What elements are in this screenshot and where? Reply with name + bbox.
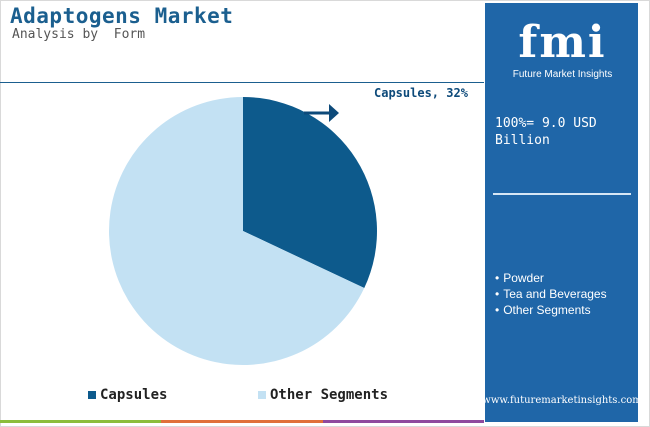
segment-item: Tea and Beverages [495,286,606,302]
bottom-color-bar [0,420,484,423]
segment-item: Other Segments [495,302,607,318]
segment-list: Powder Tea and Beverages Other Segments [495,270,607,318]
bottom-bar-segment [0,420,162,423]
legend-swatch-other-segments [258,391,266,399]
logo-subtitle: Future Market Insights [512,69,613,80]
legend-item-other-segments: Other Segments [258,387,388,403]
website-url: www.futuremarketinsights.com [482,395,642,406]
side-panel: fmi Future Market Insights 100%= 9.0 USD… [485,3,638,422]
title-divider [0,82,484,83]
bottom-bar-segment [322,420,484,423]
legend-label-capsules: Capsules [100,387,168,403]
legend-label-other-segments: Other Segments [270,387,389,403]
pie-chart [109,96,378,366]
callout-label: Capsules, 32% [374,86,468,100]
chart-title: Adaptogens Market [10,4,234,28]
logo-mark: fmi [518,17,607,68]
market-total: 100%= 9.0 USD Billion [495,116,597,148]
callout-arrow-icon [304,104,339,122]
pie-slice-other-segments [109,96,365,366]
legend-swatch-capsules [88,391,96,399]
legend-item-capsules: Capsules [88,387,167,403]
pie-slice-capsules [243,97,378,289]
panel-divider [493,193,631,195]
segment-item: Powder [495,270,607,286]
fmi-logo: fmi Future Market Insights [505,11,620,83]
bottom-bar-segment [161,420,323,423]
chart-subtitle: Analysis by Form [12,27,146,42]
